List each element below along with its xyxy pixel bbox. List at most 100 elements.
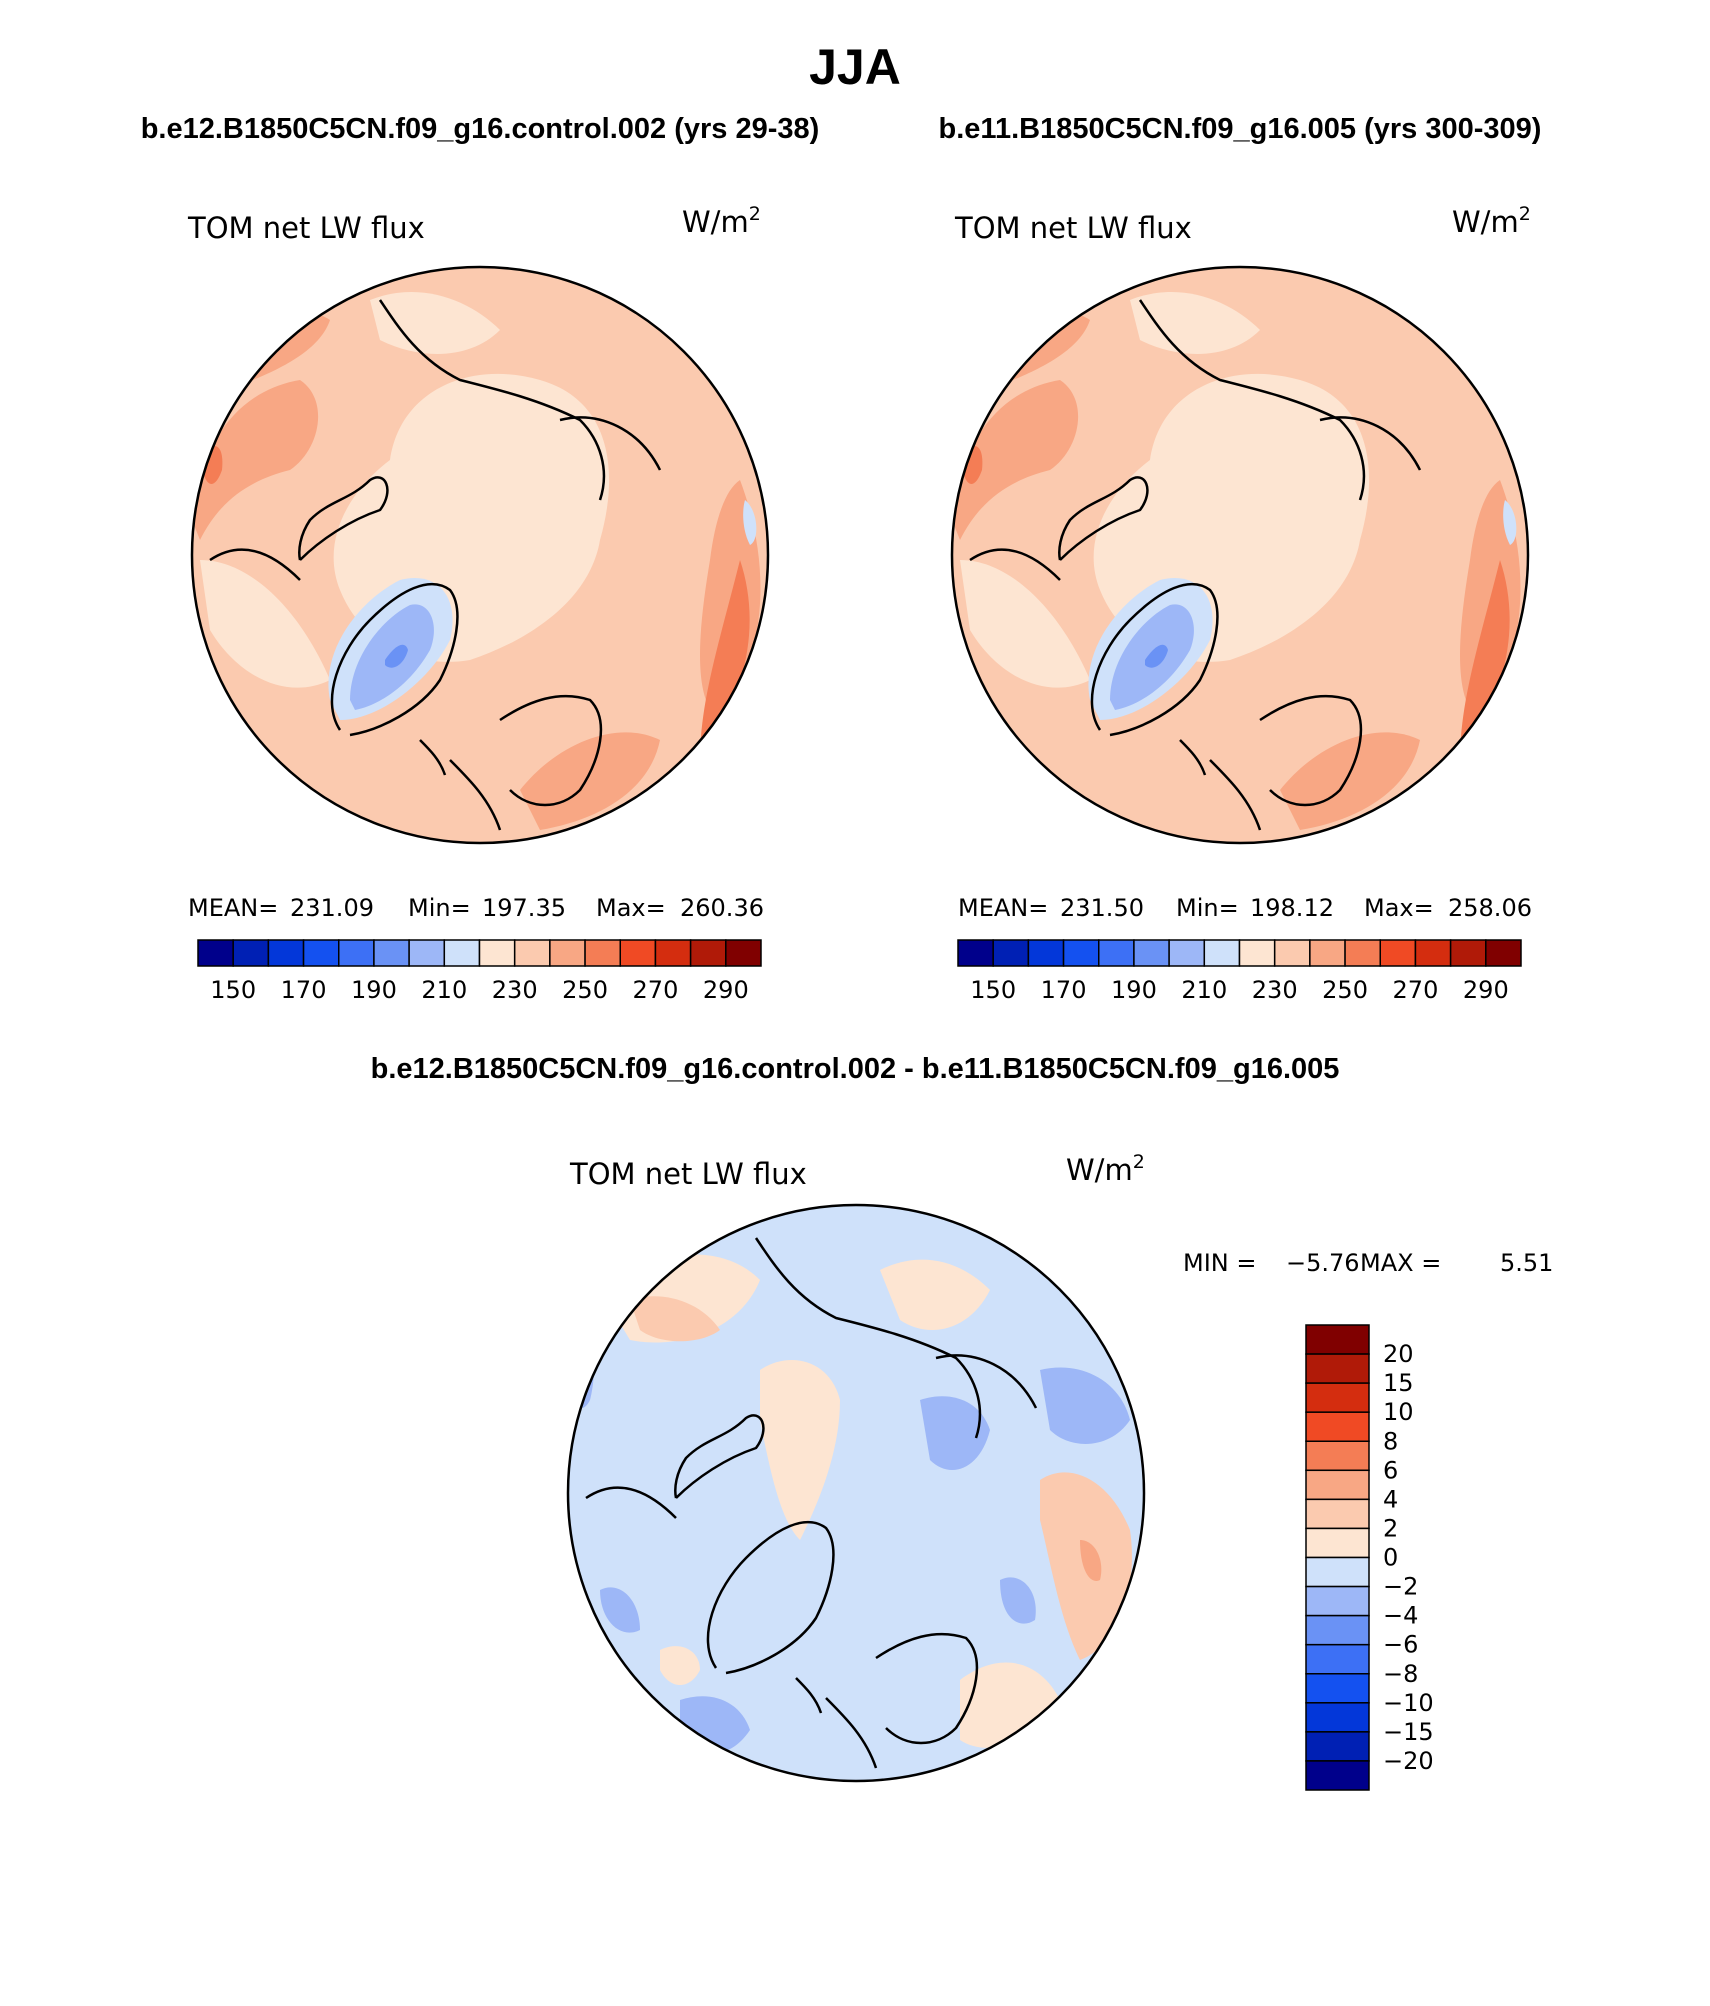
panel-b-colorbar-box: [1449, 939, 1487, 967]
panel-b-colorbar-box: [1062, 939, 1100, 967]
panel-b-colorbar-box: [1238, 939, 1276, 967]
panel-a-colorbar-box: [267, 939, 305, 967]
panel-diff-colorbar-tick-label: −20: [1383, 1747, 1434, 1775]
panel-a-colorbar-box: [443, 939, 481, 967]
panel-a-mean-label: MEAN=: [188, 894, 278, 922]
panel-a-min-value: 197.35: [482, 894, 566, 922]
panel-diff-field-negative-west: [568, 1320, 594, 1408]
panel-a-field-cool-southwest: [200, 560, 330, 688]
panel-a-colorbar-box: [478, 939, 516, 967]
panel-b-field-cool-east-edge: [1503, 500, 1517, 545]
panel-b-map-border: [950, 265, 1530, 845]
case-b-title: b.e11.B1850C5CN.f09_g16.005 (yrs 300-309…: [939, 113, 1542, 145]
panel-a-colorbar-tick-label: 150: [210, 976, 256, 1004]
panel-diff-colorbar-tick-label: 0: [1383, 1544, 1398, 1572]
panel-a-colorbar-tick-label: 230: [492, 976, 538, 1004]
panel-b-units: W/m2: [1452, 203, 1531, 239]
panel-diff-colorbar-tick-label: −10: [1383, 1689, 1434, 1717]
panel-b-field-warmer-east: [1460, 560, 1510, 760]
panel-b-field-cool-north: [1130, 291, 1260, 354]
panel-diff-colorbar-box: [1305, 1382, 1370, 1413]
panel-b-colorbar-box: [1273, 939, 1311, 967]
panel-a-colorbar-box: [232, 939, 270, 967]
panel-b-max-value: 258.06: [1448, 894, 1532, 922]
panel-a-mean-value: 231.09: [290, 894, 374, 922]
panel-a-colorbar-tick-label: 170: [281, 976, 327, 1004]
panel-b-colorbar-box: [1309, 939, 1346, 967]
panel-diff-field-positive-center: [760, 1360, 840, 1540]
panel-diff-colorbar-box: [1305, 1760, 1370, 1791]
panel-diff-min-label: MIN =: [1183, 1249, 1256, 1277]
panel-a-colorbar-tick-label: 290: [703, 976, 749, 1004]
panel-a-colorbar-tick-label: 190: [351, 976, 397, 1004]
panel-a-colorbar-box: [725, 939, 762, 967]
panel-diff-field-positive-northeast: [880, 1259, 990, 1330]
panel-b-min-label: Min=: [1176, 894, 1239, 922]
panel-b-colorbar-box: [1098, 939, 1135, 967]
panel-diff: TOM net LW flux W/m2: [566, 1151, 1553, 1791]
panel-diff-colorbar-tick-label: 6: [1383, 1456, 1398, 1484]
panel-diff-colorbar-box: [1305, 1353, 1370, 1384]
panel-a-min-label: Min=: [408, 894, 471, 922]
panel-a-colorbar-box: [373, 939, 410, 967]
panel-b-colorbar-box: [1485, 939, 1522, 967]
panel-a-colorbar-tick-label: 210: [421, 976, 467, 1004]
panel-a-colorbar-box: [302, 939, 340, 967]
panel-b-field-coldest-greenland: [1145, 644, 1168, 668]
panel-diff-colorbar-tick-label: 4: [1383, 1485, 1398, 1513]
panel-b-colorbar-box: [1168, 939, 1206, 967]
panel-b-colorbar: 150 170 190 210 230 250 270 290: [957, 939, 1522, 1004]
panel-diff-colorbar-tick-label: 8: [1383, 1427, 1398, 1455]
panel-b-min-value: 198.12: [1250, 894, 1334, 922]
panel-a-colorbar-box: [197, 939, 234, 967]
panel-diff-colorbar-tick-label: −15: [1383, 1718, 1434, 1746]
panel-b-colorbar-tick-label: 270: [1393, 976, 1439, 1004]
panel-a-colorbar-box: [654, 939, 692, 967]
panel-diff-colorbar-box: [1305, 1702, 1370, 1733]
figure-title: JJA: [809, 39, 901, 95]
panel-b-colorbar-tick-label: 210: [1181, 976, 1227, 1004]
panel-a-colorbar-box: [619, 939, 657, 967]
panel-diff-colorbar-box: [1305, 1324, 1370, 1355]
panel-b-colorbar-box: [1414, 939, 1452, 967]
panel-b-mean-label: MEAN=: [958, 894, 1048, 922]
panel-b-map: [950, 265, 1530, 845]
panel-a-colorbar: 150 170 190 210 230 250 270 290: [197, 939, 762, 1004]
panel-diff-field-negative-east: [1040, 1367, 1130, 1444]
panel-b-colorbar-box: [957, 939, 994, 967]
panel-b-colorbar-box: [1027, 939, 1065, 967]
panel-b-colorbar-box: [992, 939, 1030, 967]
panel-diff-coastlines: [585, 1237, 1038, 1769]
panel-a-variable-label: TOM net LW flux: [187, 211, 425, 245]
panel-b-colorbar-box: [1203, 939, 1241, 967]
panel-diff-map-background: [568, 1205, 1144, 1781]
panel-a-max-value: 260.36: [680, 894, 764, 922]
panel-b-colorbar-tick-label: 250: [1322, 976, 1368, 1004]
panel-a: TOM net LW flux W/m2: [187, 203, 770, 1004]
panel-diff-colorbar-box: [1305, 1673, 1370, 1704]
panel-diff-variable-label: TOM net LW flux: [569, 1157, 807, 1191]
panel-a-units: W/m2: [682, 203, 761, 239]
panel-diff-colorbar-box: [1305, 1731, 1370, 1762]
panel-diff-colorbar-box: [1305, 1498, 1370, 1530]
panel-b-coastlines: [969, 299, 1422, 831]
panel-b-field-warm-west: [952, 380, 1079, 540]
panel-diff-max-label: MAX =: [1360, 1249, 1441, 1277]
panel-b-colorbar-box: [1133, 939, 1170, 967]
panel-a-coastlines: [209, 299, 662, 831]
panel-a-colorbar-box: [689, 939, 727, 967]
panel-a-field-coldest-greenland: [385, 644, 408, 668]
panel-diff-field-positive-northwest: [630, 1296, 720, 1342]
panel-diff-colorbar-box: [1305, 1585, 1370, 1617]
panel-b-colorbar-tick-label: 150: [970, 976, 1016, 1004]
panel-b-mean-value: 231.50: [1060, 894, 1144, 922]
panel-diff-colorbar-tick-label: 15: [1383, 1369, 1414, 1397]
panel-a-field-cool-east-edge: [743, 500, 757, 545]
panel-b-stats: MEAN= 231.50 Min= 198.12 Max= 258.06: [958, 894, 1532, 922]
panel-diff-colorbar-tick-label: −2: [1383, 1573, 1418, 1601]
panel-diff-colorbar-box: [1305, 1614, 1370, 1646]
panel-diff-field-negative-southwest: [600, 1587, 640, 1633]
panel-diff-min-value: −5.76: [1286, 1249, 1360, 1277]
panel-diff-colorbar-tick-label: 20: [1383, 1340, 1414, 1368]
